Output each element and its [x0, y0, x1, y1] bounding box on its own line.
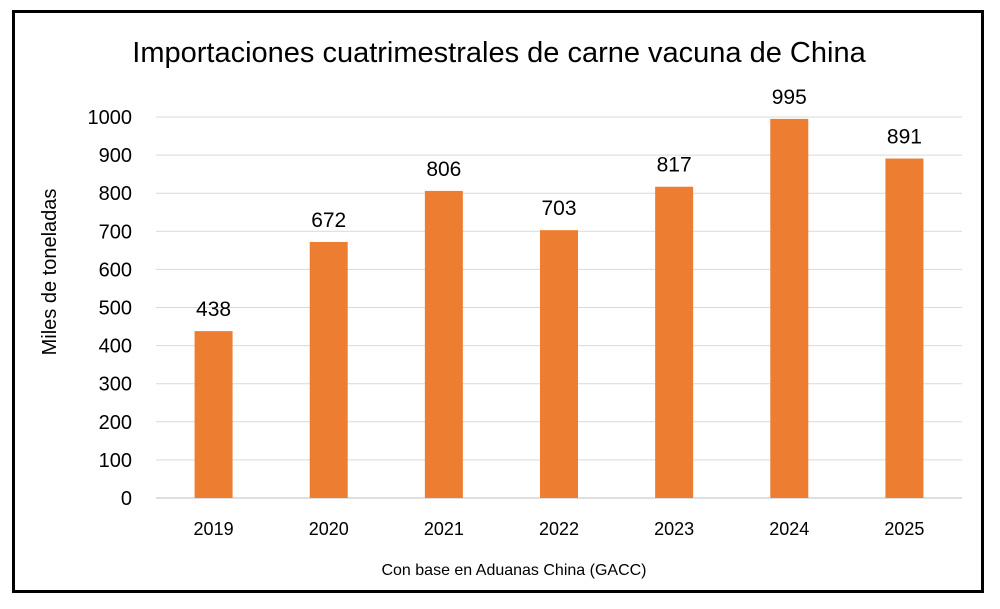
bar-2021	[424, 190, 463, 498]
x-axis-ticks: 2019 2020 2021 2022 2023 2024 2025	[194, 519, 925, 539]
x-tick-label: 2023	[654, 519, 694, 539]
x-axis-title: Con base en Aduanas China (GACC)	[381, 562, 646, 579]
data-label-2023: 817	[657, 154, 692, 177]
x-tick-label: 2024	[769, 519, 809, 539]
bar-2019	[194, 331, 233, 498]
x-tick-label: 2021	[424, 519, 464, 539]
bar-2020	[309, 241, 348, 498]
y-tick-label: 700	[99, 221, 132, 243]
data-labels: 438 672 806 703 817 995 891	[196, 86, 922, 321]
bars	[194, 118, 924, 499]
bar-2023	[655, 186, 694, 498]
data-label-2025: 891	[887, 126, 922, 149]
chart-title: Importaciones cuatrimestrales de carne v…	[132, 37, 866, 69]
data-label-2022: 703	[541, 197, 576, 220]
y-tick-label: 200	[99, 412, 132, 434]
bar-2022	[540, 230, 578, 499]
x-tick-label: 2025	[884, 519, 924, 539]
data-label-2019: 438	[196, 298, 231, 321]
y-tick-label: 600	[99, 259, 132, 281]
data-label-2021: 806	[426, 158, 461, 181]
y-tick-label: 500	[99, 298, 132, 320]
y-tick-label: 0	[121, 488, 132, 510]
gridlines	[156, 116, 962, 499]
chart-frame	[12, 10, 984, 593]
bar-2024	[770, 118, 809, 498]
x-tick-label: 2022	[539, 519, 579, 539]
data-label-2020: 672	[311, 209, 346, 232]
y-tick-label: 300	[99, 374, 132, 396]
y-axis-title: Miles de toneladas	[39, 189, 61, 356]
bar-2025	[885, 158, 924, 499]
y-tick-label: 800	[99, 183, 132, 205]
y-tick-label: 900	[99, 145, 132, 167]
y-tick-label: 1000	[88, 107, 133, 129]
data-label-2024: 995	[772, 86, 807, 109]
x-tick-label: 2020	[309, 519, 349, 539]
x-tick-label: 2019	[194, 519, 234, 539]
y-tick-label: 100	[99, 450, 132, 472]
y-tick-label: 400	[99, 336, 132, 358]
y-axis-ticks: 0 100 200 300 400 500 600 700 800 900 1000	[88, 107, 133, 510]
